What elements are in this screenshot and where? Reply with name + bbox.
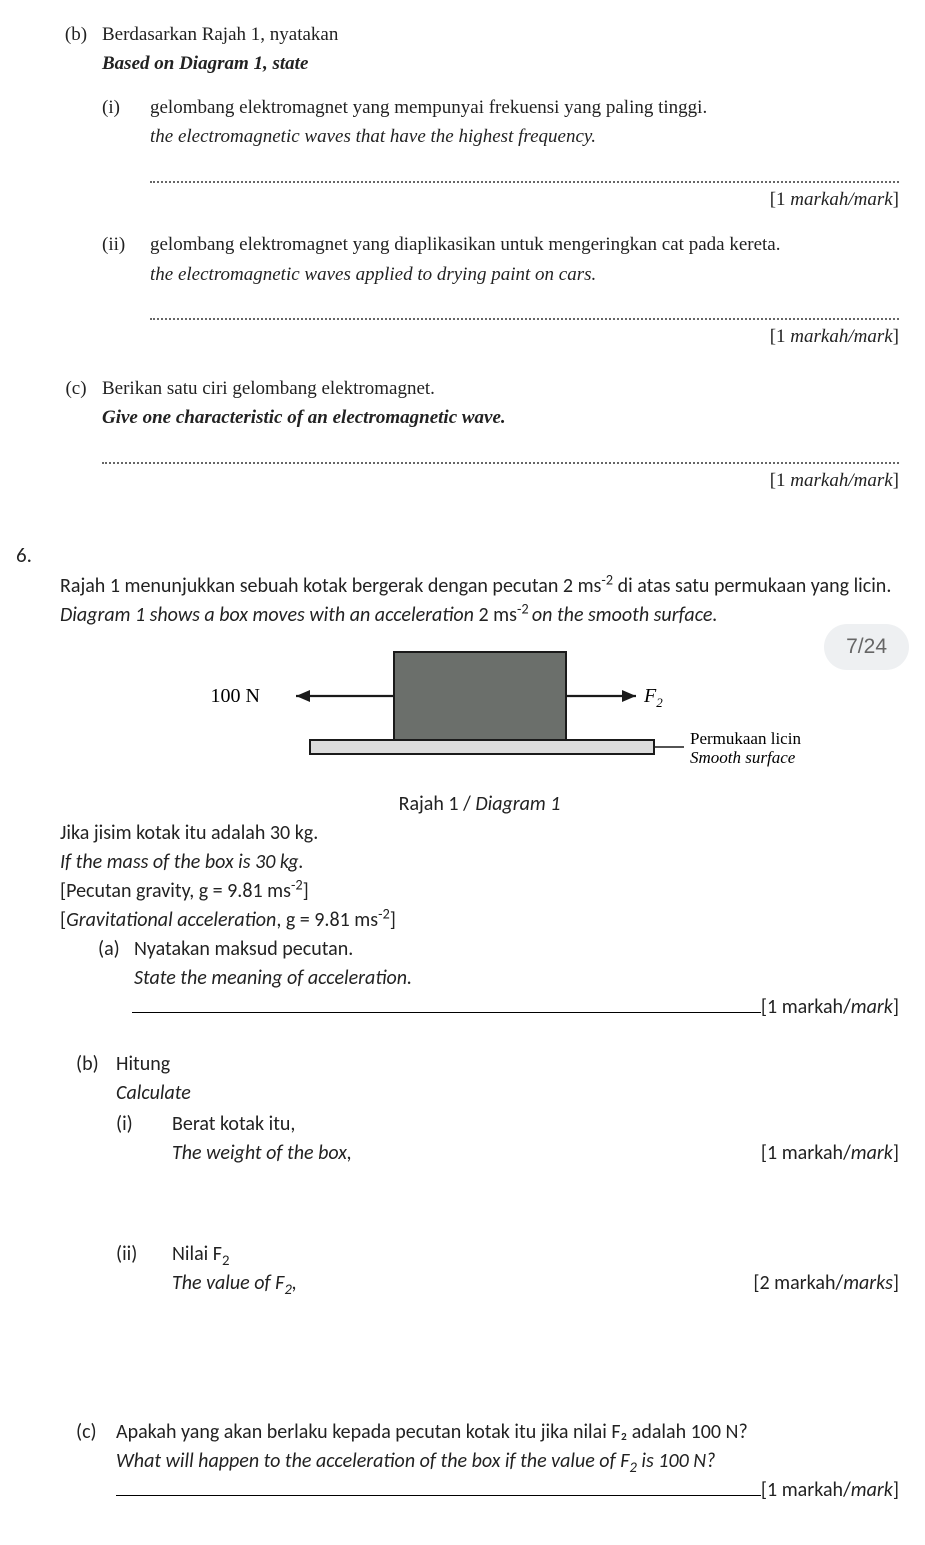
q6-intro-bm: Rajah 1 menunjukkan sebuah kotak bergera…	[60, 572, 899, 601]
q6-a-bm: Nyatakan maksud pecutan.	[134, 935, 899, 964]
part-b-en: Based on Diagram 1, state	[102, 49, 899, 78]
part-b-bm: Berdasarkan Rajah 1, nyatakan	[102, 20, 899, 49]
part-b-ii-en: the electromagnetic waves applied to dry…	[150, 260, 899, 289]
diagram-surface-en: Smooth surface	[690, 748, 796, 767]
part-b-ii-mark: [1 markah/mark]	[150, 322, 899, 351]
q6-intro-en-val: 2 ms	[478, 603, 516, 627]
q6-b-label: (b)	[76, 1050, 116, 1298]
q6-mass-bm: Jika jisim kotak itu adalah 30 kg.	[60, 819, 899, 848]
q6-a: (a) Nyatakan maksud pecutan. State the m…	[60, 935, 899, 993]
answer-line	[102, 447, 899, 464]
answer-line	[150, 166, 899, 183]
part-c-label: (c)	[56, 374, 102, 509]
q6-intro-bm-a: Rajah 1 menunjukkan sebuah kotak bergera…	[60, 574, 601, 598]
q6-grav-en: [Gravitational acceleration, g = 9.81 ms…	[60, 906, 899, 935]
q6-b: (b) Hitung Calculate (i) Berat kotak itu…	[60, 1050, 899, 1298]
q6-b-ii-mark: [2 markah/marks]	[733, 1269, 899, 1298]
part-b-i-en: the electromagnetic waves that have the …	[150, 122, 899, 151]
part-b-i: (i) gelombang elektromagnet yang mempuny…	[102, 93, 899, 228]
part-b-i-mark: [1 markah/mark]	[150, 185, 899, 214]
part-c-en: Give one characteristic of an electromag…	[102, 403, 899, 432]
part-c-bm: Berikan satu ciri gelombang elektromagne…	[102, 374, 899, 403]
q6-a-answer-line: [1 markah/mark]	[60, 993, 899, 1022]
caption-en: Diagram 1	[475, 792, 560, 816]
q6-c-en: What will happen to the acceleration of …	[116, 1447, 899, 1476]
q6-intro-en-row: Diagram 1 shows a box moves with an acce…	[60, 601, 899, 630]
question-6: Rajah 1 menunjukkan sebuah kotak bergera…	[16, 572, 899, 1505]
part-b-i-bm: gelombang elektromagnet yang mempunyai f…	[150, 93, 899, 122]
part-b: (b) Berdasarkan Rajah 1, nyatakan Based …	[56, 20, 899, 368]
part-c: (c) Berikan satu ciri gelombang elektrom…	[56, 374, 899, 509]
prev-question-section: (b) Berdasarkan Rajah 1, nyatakan Based …	[16, 20, 899, 509]
q6-b-ii-en: The value of F2,	[172, 1269, 297, 1298]
q6-a-label: (a)	[98, 935, 134, 993]
q6-c-answer-line: [1 markah/mark]	[116, 1476, 899, 1505]
diagram-caption: Rajah 1 / Diagram 1	[60, 790, 899, 819]
question-6-number: 6.	[16, 539, 42, 572]
page-indicator-badge: 7/24	[824, 624, 909, 670]
q6-b-i-bm: Berat kotak itu,	[172, 1110, 352, 1139]
q6-grav-bm: [Pecutan gravity, g = 9.81 ms-2]	[60, 877, 899, 906]
q6-mass-en: If the mass of the box is 30 kg.	[60, 848, 899, 877]
q6-b-ii-bm: Nilai F2	[172, 1240, 297, 1269]
q6-intro-bm-b: di atas satu permukaan yang licin.	[613, 574, 891, 598]
diagram-surface-bm: Permukaan licin	[690, 729, 801, 748]
q6-intro-en: Diagram 1 shows a box moves with an acce…	[60, 603, 478, 627]
q6-c-bm: Apakah yang akan berlaku kepada pecutan …	[116, 1418, 899, 1447]
part-b-ii-label: (ii)	[102, 230, 150, 365]
q6-b-i-en: The weight of the box,	[172, 1139, 352, 1168]
q6-b-en: Calculate	[116, 1079, 899, 1108]
q6-intro-en-b: on the smooth surface.	[532, 603, 718, 627]
q6-b-ii-label: (ii)	[116, 1240, 172, 1298]
part-b-ii-bm: gelombang elektromagnet yang diaplikasik…	[150, 230, 899, 259]
part-c-mark: [1 markah/mark]	[102, 466, 899, 495]
q6-b-ii: (ii) Nilai F2 The value of F2, [2 markah…	[116, 1240, 899, 1298]
q6-b-bm: Hitung	[116, 1050, 899, 1079]
q6-c: (c) Apakah yang akan berlaku kepada pecu…	[60, 1418, 899, 1505]
q6-a-en: State the meaning of acceleration.	[134, 964, 899, 993]
caption-bm: Rajah 1 /	[399, 792, 476, 816]
part-b-label: (b)	[56, 20, 102, 368]
answer-line	[150, 303, 899, 320]
part-b-i-label: (i)	[102, 93, 150, 228]
q6-b-i-label: (i)	[116, 1110, 172, 1168]
q6-b-i-mark: [1 markah/mark]	[741, 1139, 899, 1168]
q6-c-label: (c)	[76, 1418, 116, 1505]
q6-b-i: (i) Berat kotak itu, The weight of the b…	[116, 1110, 899, 1168]
diagram-force-left-label: 100 N	[210, 685, 259, 707]
diagram-force-right-label: F2	[643, 685, 663, 710]
diagram-1: 100 N F2 Permukaan licin Smooth surface	[150, 644, 810, 784]
part-b-ii: (ii) gelombang elektromagnet yang diapli…	[102, 230, 899, 365]
